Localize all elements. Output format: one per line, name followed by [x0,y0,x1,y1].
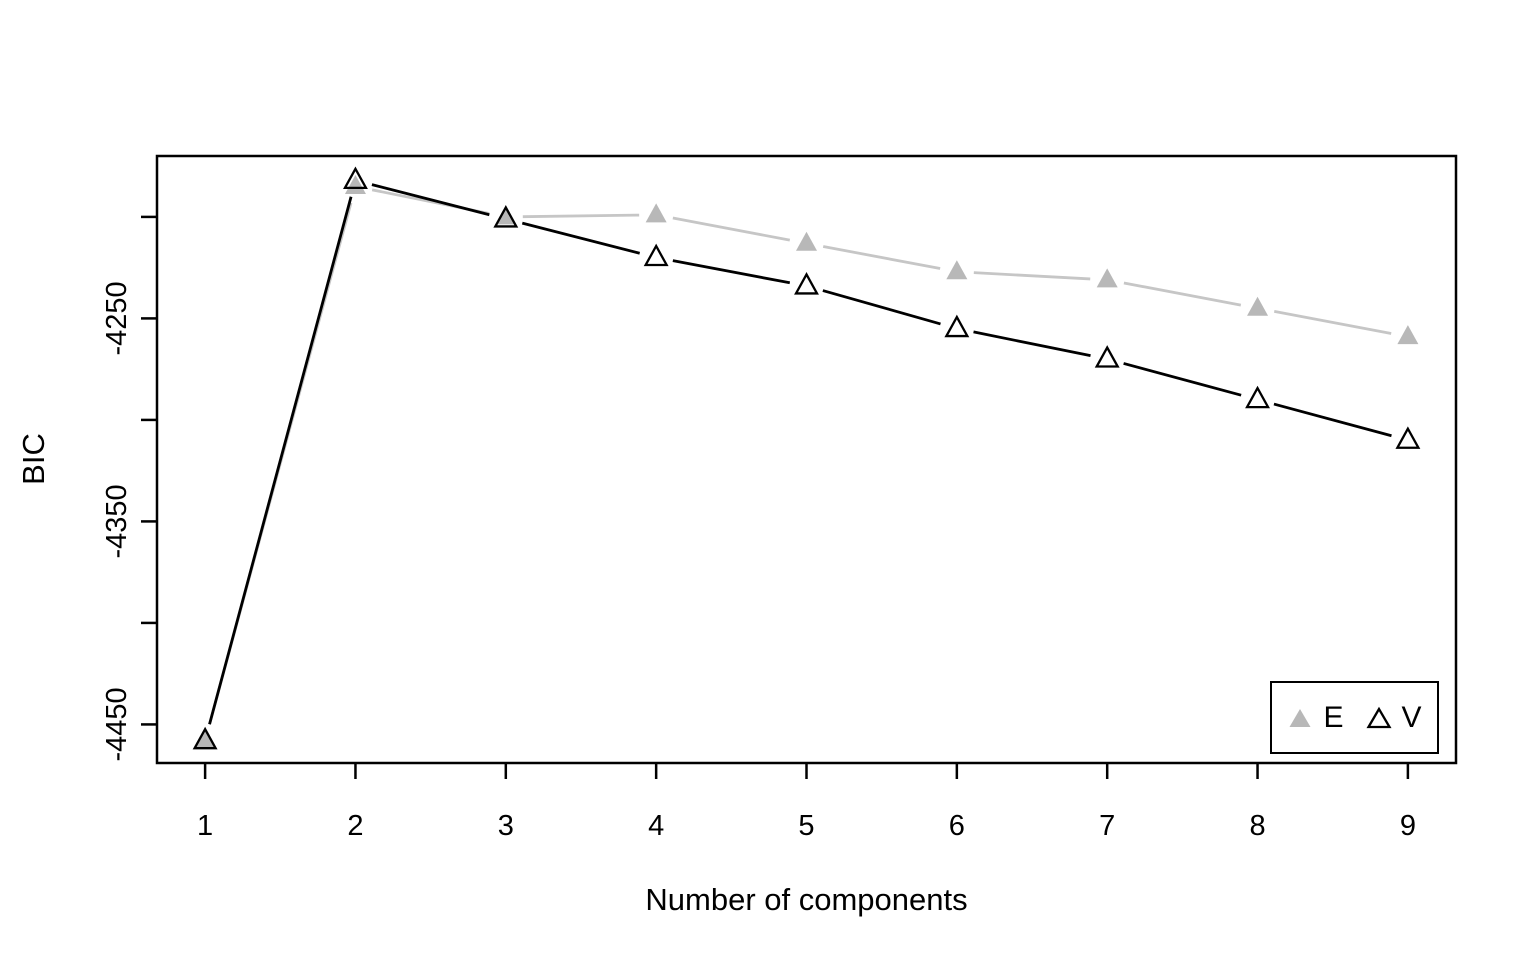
data-point-E-4 [645,203,667,223]
filled-triangle-icon [1289,708,1311,727]
series-V-segment [208,196,353,725]
x-tick-label: 3 [498,810,514,842]
legend-item-e: E [1287,700,1344,735]
data-point-E-7 [1096,268,1118,288]
data-point-E-1 [194,729,216,749]
series-E-segment [973,271,1091,281]
x-axis-title: Number of components [645,882,968,917]
x-tick-label: 4 [648,810,664,842]
y-axis-title: BIC [16,433,51,485]
data-point-E-8 [1247,296,1269,316]
data-point-V-9 [1395,426,1421,449]
series-E-segment [672,216,791,242]
x-tick-label: 6 [949,810,965,842]
data-point-V-8 [1245,385,1270,409]
series-V-segment [1273,402,1392,438]
data-point-V-3 [493,205,519,228]
y-tick-label: -4250 [101,281,133,355]
data-point-V-6 [944,314,970,338]
y-tick-label: -4450 [101,687,133,761]
series-E-segment [822,245,941,270]
legend: E V [1270,681,1439,754]
series-V-segment [521,221,641,255]
legend-label-v: V [1401,700,1422,734]
x-tick-label: 7 [1099,810,1115,842]
series-V-segment [371,183,490,217]
data-point-V-7 [1094,345,1120,368]
open-triangle-icon [1365,706,1392,728]
series-V-segment [672,259,791,285]
series-E-segment [1123,281,1242,307]
data-point-V-2 [343,166,368,190]
data-point-V-4 [643,243,669,267]
x-tick-label: 1 [197,810,213,842]
data-point-E-2 [344,174,366,194]
data-point-E-9 [1397,325,1419,345]
data-point-V-1 [192,726,218,750]
series-V-segment [973,330,1091,358]
legend-label-e: E [1323,700,1344,734]
data-point-E-3 [495,205,517,225]
legend-item-v: V [1365,700,1422,735]
x-tick-label: 2 [347,810,363,842]
series-V-segment [1123,362,1242,397]
x-tick-label: 8 [1249,810,1265,842]
data-point-E-6 [946,260,968,280]
data-point-V-5 [794,272,819,295]
y-tick-label: -4350 [101,484,133,558]
data-point-E-5 [796,231,817,251]
x-tick-label: 5 [798,810,814,842]
x-tick-label: 9 [1400,810,1416,842]
series-V-segment [822,289,941,326]
series-E-segment [1273,310,1392,335]
series-E-segment [522,213,640,219]
